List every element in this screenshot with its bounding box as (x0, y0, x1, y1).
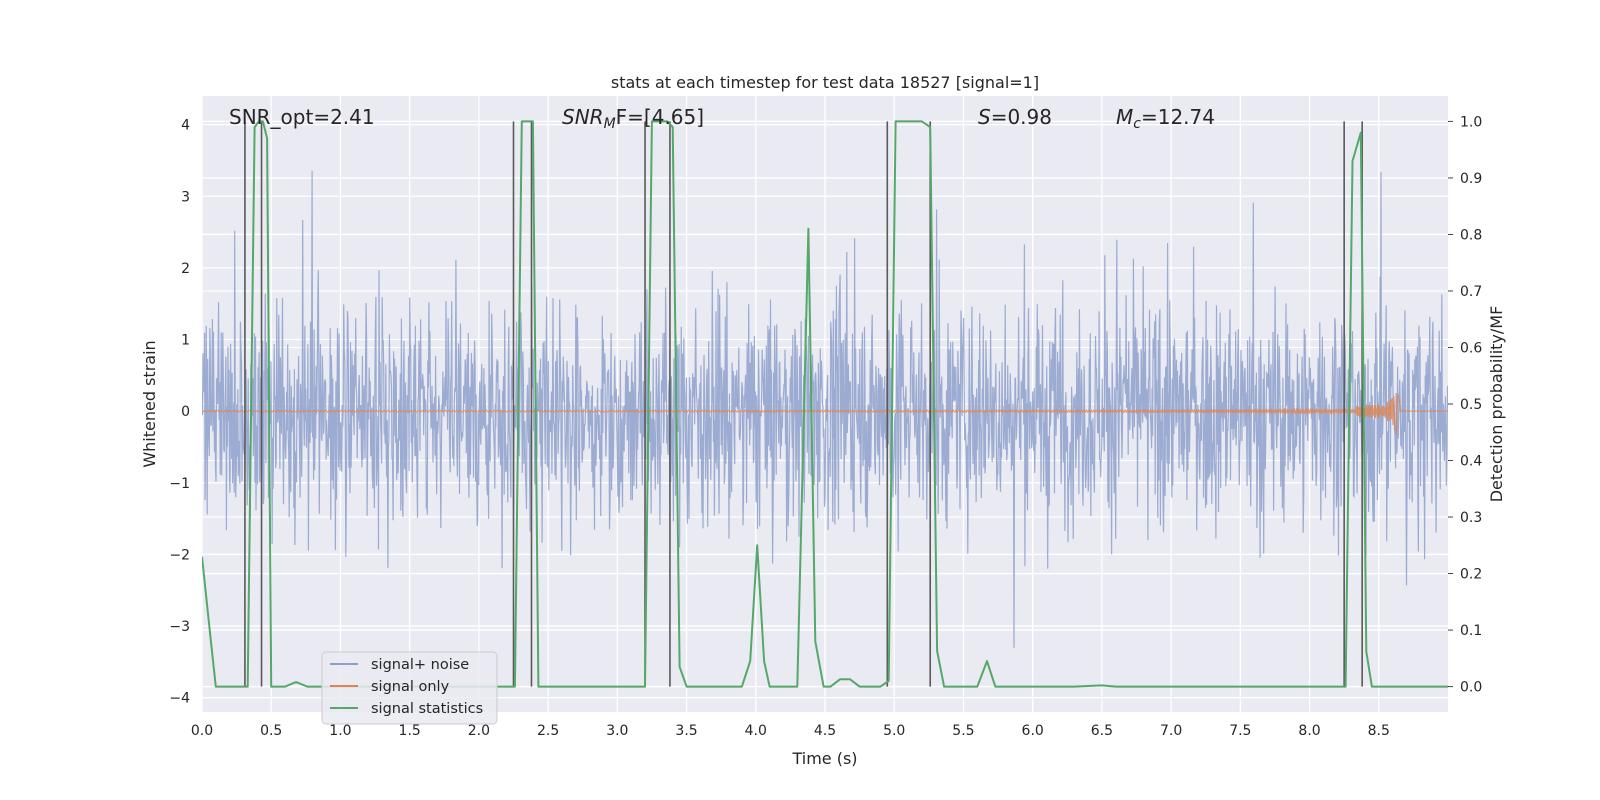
signal-noise-line (202, 170, 1448, 648)
y-tick-label: 0 (181, 404, 190, 420)
y-tick-label: 3 (181, 189, 190, 205)
x-tick-label: 8.5 (1368, 723, 1390, 739)
y-axis-ticks: −4 −3 −2 −1 0 1 2 3 4 (169, 118, 190, 707)
right-y-tick-label: 0.7 (1460, 284, 1482, 300)
signal-only-series (202, 393, 1448, 435)
s-annotation: S=0.98 (978, 105, 1052, 129)
right-y-tick-label: 0.4 (1460, 454, 1482, 470)
x-tick-label: 6.5 (1091, 723, 1113, 739)
snr-mf-subscript: M (604, 116, 616, 132)
right-y-axis-ticks: 0.0 0.1 0.2 0.3 0.4 0.5 0.6 0.7 0.8 0.9 1.0 (1448, 114, 1482, 696)
x-tick-label: 5.5 (952, 723, 974, 739)
x-tick-label: 5.0 (883, 723, 905, 739)
signal-only-line (202, 393, 1448, 435)
x-tick-label: 7.5 (1229, 723, 1251, 739)
x-tick-label: 1.0 (329, 723, 351, 739)
x-tick-label: 2.5 (537, 723, 559, 739)
x-tick-label: 6.0 (1022, 723, 1044, 739)
x-tick-label: 3.5 (675, 723, 697, 739)
y-tick-label: −4 (169, 691, 190, 707)
legend-box (321, 651, 498, 725)
y-tick-label: −1 (169, 476, 190, 492)
mc-symbol: M (1116, 105, 1133, 129)
y-tick-label: 4 (181, 118, 190, 134)
s-value: =0.98 (991, 105, 1052, 129)
right-y-axis-label: Detection probability/MF (1487, 306, 1506, 503)
right-y-tick-label: 0.8 (1460, 227, 1482, 243)
x-tick-label: 1.5 (399, 723, 421, 739)
detection-markers (244, 121, 1363, 687)
snr-mf-symbol: SNR (562, 105, 604, 129)
legend-label-signal-statistics: signal statistics (371, 701, 483, 717)
y-tick-label: 2 (181, 261, 190, 277)
y-tick-label: −2 (169, 547, 190, 563)
right-y-tick-label: 0.1 (1460, 623, 1482, 639)
mc-value: =12.74 (1141, 105, 1215, 129)
signal-noise-series (202, 170, 1448, 648)
x-axis-label: Time (s) (791, 749, 857, 768)
signal-statistics-line (202, 120, 1448, 688)
right-y-tick-label: 0.6 (1460, 340, 1482, 356)
x-tick-label: 0.0 (191, 723, 213, 739)
x-tick-label: 0.5 (260, 723, 282, 739)
right-y-tick-label: 0.5 (1460, 397, 1482, 413)
x-axis-ticks: 0.0 0.5 1.0 1.5 2.0 2.5 3.0 3.5 4.0 4.5 5.0 5.5 6.0 6… (191, 723, 1390, 739)
legend-label-signal-only: signal only (371, 679, 450, 695)
s-symbol: S (978, 105, 991, 129)
x-tick-label: 2.0 (468, 723, 490, 739)
right-y-tick-label: 0.9 (1460, 171, 1482, 187)
x-tick-label: 3.0 (606, 723, 628, 739)
right-y-tick-label: 0.3 (1460, 510, 1482, 526)
y-tick-label: 1 (181, 333, 190, 349)
chart-title: stats at each timestep for test data 185… (611, 73, 1039, 92)
x-tick-label: 8.0 (1298, 723, 1320, 739)
mc-subscript: c (1133, 116, 1141, 132)
snr-opt-annotation: SNR_opt=2.41 (229, 105, 375, 129)
y-tick-label: −3 (169, 619, 190, 635)
signal-statistics-series (202, 120, 1448, 688)
right-y-tick-label: 1.0 (1460, 114, 1482, 130)
snr-mf-annotation: SNRMF=[4.65] (562, 105, 704, 132)
x-tick-label: 4.5 (814, 723, 836, 739)
legend-label-signal-noise: signal+ noise (371, 657, 469, 673)
right-y-tick-label: 0.0 (1460, 680, 1482, 696)
y-axis-label: Whitened strain (140, 340, 159, 467)
x-tick-label: 7.0 (1160, 723, 1182, 739)
mc-annotation: Mc=12.74 (1116, 105, 1215, 132)
snr-mf-value: F=[4.65] (616, 105, 704, 129)
x-tick-label: 4.0 (745, 723, 767, 739)
right-y-tick-label: 0.2 (1460, 567, 1482, 583)
legend: signal+ noise signal only signal statist… (321, 651, 498, 725)
